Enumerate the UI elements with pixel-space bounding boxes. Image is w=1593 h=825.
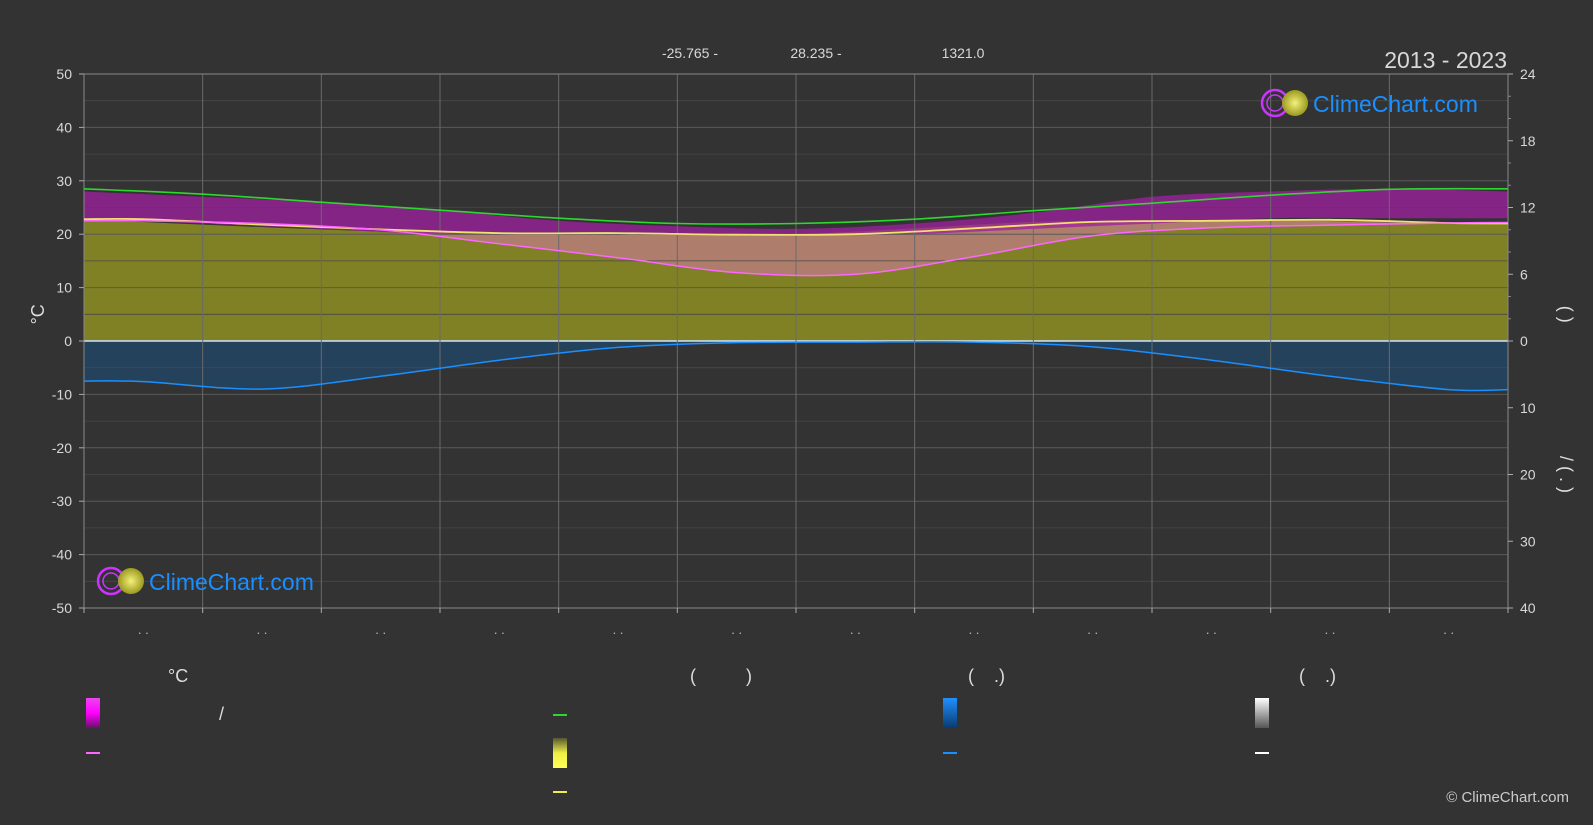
period-label: 2013 - 2023 [1384,47,1507,73]
right-top-tick-label: 24 [1520,66,1536,82]
left-tick-label: -50 [52,600,72,616]
right-top-tick-label: 0 [1520,333,1528,349]
left-tick-label: 40 [56,119,72,135]
left-tick-label: -20 [52,440,72,456]
left-tick-label: 30 [56,173,72,189]
mean-temp-line [84,217,1508,236]
left-tick-label: -30 [52,493,72,509]
legend-swatch-daylight [553,738,567,768]
brand-logo-bottom[interactable]: ClimeChart.com [96,566,314,596]
legend-heading-rain: ( .) [968,666,1005,686]
left-tick-label: -40 [52,547,72,563]
legend-label-max-range: / [219,704,224,724]
logo-sun-icon [1282,90,1308,116]
brand-name-bottom: ClimeChart.com [149,569,314,595]
left-tick-label: 0 [64,333,72,349]
right-top-axis-label: ( ) [1556,306,1576,323]
coord-elevation: 1321.0 [942,45,985,61]
precip-line [84,340,1508,392]
right-top-tick-label: 18 [1520,133,1536,149]
grid-lines [83,73,1509,609]
right-bottom-tick-label: 40 [1520,600,1536,616]
x-tick-label: . . [1325,622,1336,637]
x-tick-label: . . [1443,622,1454,637]
legend-swatch-max-range [86,698,100,728]
x-tick-label: . . [1087,622,1098,637]
x-tick-label: . . [375,622,386,637]
coord-lon: 28.235 - [790,45,842,61]
legend-heading-temp: °C [168,666,188,686]
brand-name-top: ClimeChart.com [1313,91,1478,117]
x-tick-label: . . [613,622,624,637]
legend-swatch-snow-range [1255,698,1269,728]
legend-heading-sun: ( ) [690,666,752,686]
left-tick-label: 50 [56,66,72,82]
right-bottom-tick-label: 20 [1520,467,1536,483]
x-tick-label: . . [850,622,861,637]
legend-swatch-precip-range [943,698,957,728]
sunshine-line [84,187,1508,225]
left-axis-label: °C [28,304,48,324]
x-tick-label: . . [1206,622,1217,637]
copyright-text: © ClimeChart.com [1446,789,1569,806]
x-tick-label: . . [138,622,149,637]
brand-logo-top[interactable]: ClimeChart.com [1260,88,1478,118]
right-bottom-tick-label: 30 [1520,533,1536,549]
right-top-tick-label: 6 [1520,266,1528,282]
coord-lat: -25.765 - [662,45,718,61]
right-bottom-axis-label: / ( . ) [1556,456,1576,493]
avg-temp-line [84,219,1508,277]
x-tick-label: . . [494,622,505,637]
series-lines [84,187,1508,392]
x-tick-label: . . [731,622,742,637]
logo-sun-icon [118,568,144,594]
left-tick-label: 10 [56,280,72,296]
right-bottom-tick-label: 10 [1520,400,1536,416]
right-top-tick-label: 12 [1520,200,1536,216]
x-tick-label: . . [969,622,980,637]
legend-heading-snow: ( .) [1299,666,1336,686]
left-tick-label: 20 [56,226,72,242]
legend: °C ( ) ( .) ( .) / [86,666,1336,793]
axes: 50 40 30 20 10 0 -10 -20 -30 -40 -50 °C 24 18 12 6 0 10 20… [28,66,1576,637]
x-tick-label: . . [257,622,268,637]
left-tick-label: -10 [52,386,72,402]
